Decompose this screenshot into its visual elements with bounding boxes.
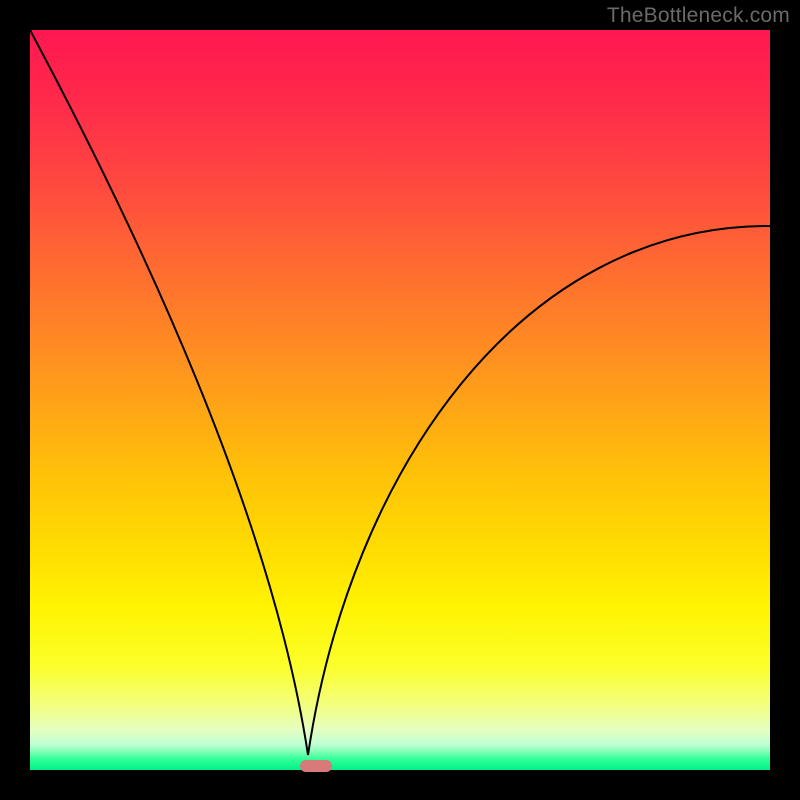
bottleneck-chart [0, 0, 800, 800]
minimum-marker [300, 760, 332, 772]
watermark-text: TheBottleneck.com [607, 4, 790, 28]
plot-inner-area [30, 30, 770, 770]
